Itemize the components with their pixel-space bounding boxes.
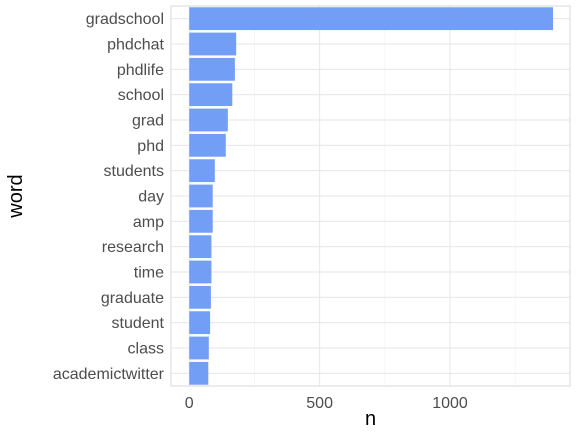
y-tick-label: class (128, 341, 164, 358)
bar-phd (189, 133, 226, 157)
x-axis-title: n (365, 408, 376, 430)
bar-amp (189, 209, 213, 233)
bar-graduate (189, 285, 211, 309)
x-tick-labels: 0 500 1000 (185, 395, 468, 412)
bar-gradschool (189, 7, 554, 31)
y-tick-label: student (112, 315, 165, 332)
bar-phdlife (189, 57, 235, 81)
bar-students (189, 159, 215, 183)
x-tick-label: 500 (306, 395, 333, 412)
panel-border (170, 5, 571, 387)
bar-student (189, 311, 211, 335)
bar-academictwitter (189, 361, 209, 385)
bar-class (189, 336, 209, 360)
y-tick-label: phdlife (117, 62, 164, 79)
bar-grad (189, 108, 228, 132)
x-tick-label: 1000 (432, 395, 468, 412)
x-tick-label: 0 (185, 395, 194, 412)
bar-time (189, 260, 212, 284)
y-tick-labels: gradschool phdchat phdlife school grad phd stu… (53, 11, 165, 383)
y-tick-label: amp (133, 214, 164, 231)
y-tick-label: school (118, 87, 164, 104)
y-tick-label: time (134, 265, 164, 282)
y-tick-label: gradschool (86, 11, 164, 28)
y-tick-label: grad (132, 113, 164, 130)
y-tick-label: students (104, 163, 164, 180)
y-tick-label: academictwitter (53, 366, 165, 383)
y-tick-label: graduate (101, 290, 164, 307)
y-tick-label: day (138, 189, 164, 206)
bar-day (189, 184, 213, 208)
y-tick-label: phd (137, 138, 164, 155)
y-axis-title: word (5, 174, 27, 218)
grid-lines (171, 6, 570, 386)
bar-research (189, 235, 212, 259)
bars (189, 7, 554, 385)
bar-school (189, 83, 233, 107)
y-tick-label: research (102, 239, 164, 256)
bar-phdchat (189, 32, 237, 56)
y-tick-label: phdchat (107, 37, 164, 54)
